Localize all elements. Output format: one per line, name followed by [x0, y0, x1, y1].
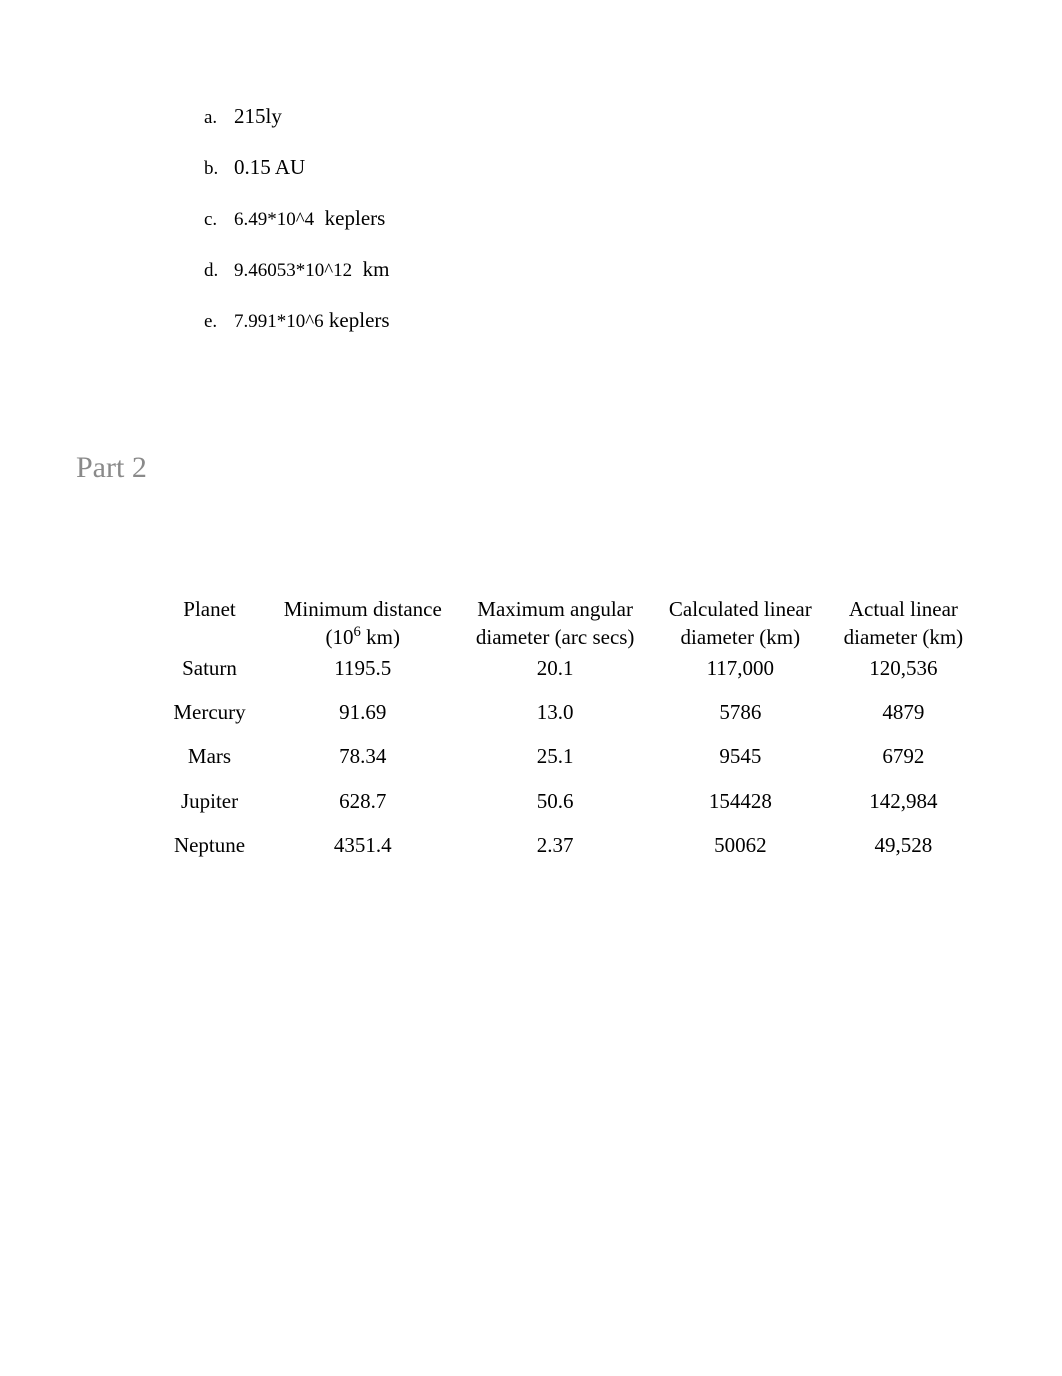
col-header-planet-l1: Planet — [183, 597, 236, 621]
table-row: Mercury91.6913.057864879 — [150, 690, 980, 734]
cell-planet: Neptune — [150, 823, 269, 867]
col-header-actual-diam: Actual linear diameter (km) — [827, 595, 980, 654]
cell-calc-diameter: 9545 — [654, 734, 827, 778]
col-header-calc-diam: Calculated linear diameter (km) — [654, 595, 827, 654]
col-header-calc-diam-l2: diameter (km) — [681, 625, 801, 649]
answer-value: 6.49*10^4 keplers — [234, 206, 385, 231]
answer-list: a.215ly b.0.15 AU c.6.49*10^4 keplers d.9.4… — [204, 104, 1062, 333]
cell-calc-diameter: 154428 — [654, 779, 827, 823]
document-page: a.215ly b.0.15 AU c.6.49*10^4 keplers d.9.4… — [0, 0, 1062, 1376]
table-row: Saturn1195.520.1117,000120,536 — [150, 654, 980, 690]
col-header-min-distance-l2: (106 km) — [326, 625, 400, 649]
answer-value: 7.991*10^6 keplers — [234, 308, 390, 333]
col-header-min-distance: Minimum distance (106 km) — [269, 595, 456, 654]
cell-actual-diameter: 142,984 — [827, 779, 980, 823]
cell-calc-diameter: 117,000 — [654, 654, 827, 690]
planet-table-body: Saturn1195.520.1117,000120,536Mercury91.… — [150, 654, 980, 868]
answer-value: 215ly — [234, 104, 282, 129]
table-row: Jupiter628.750.6154428142,984 — [150, 779, 980, 823]
cell-max-angular: 2.37 — [457, 823, 654, 867]
answer-letter: d. — [204, 260, 234, 282]
answer-value: 9.46053*10^12 km — [234, 257, 390, 282]
table-row: Mars78.3425.195456792 — [150, 734, 980, 778]
cell-max-angular: 25.1 — [457, 734, 654, 778]
planet-table-head: Planet Minimum distance (106 km) Maximum… — [150, 595, 980, 654]
section-heading-part-2: Part 2 — [76, 451, 1062, 485]
col-header-actual-diam-l2: diameter (km) — [844, 625, 964, 649]
cell-calc-diameter: 5786 — [654, 690, 827, 734]
answer-item: a.215ly — [204, 104, 1062, 129]
planet-table-container: Planet Minimum distance (106 km) Maximum… — [150, 595, 980, 867]
cell-planet: Jupiter — [150, 779, 269, 823]
cell-min-distance: 78.34 — [269, 734, 456, 778]
answer-letter: c. — [204, 209, 234, 231]
answer-letter: e. — [204, 311, 234, 333]
cell-min-distance: 91.69 — [269, 690, 456, 734]
cell-min-distance: 628.7 — [269, 779, 456, 823]
cell-actual-diameter: 4879 — [827, 690, 980, 734]
planet-table: Planet Minimum distance (106 km) Maximum… — [150, 595, 980, 867]
cell-planet: Mars — [150, 734, 269, 778]
col-header-calc-diam-l1: Calculated linear — [669, 597, 812, 621]
cell-min-distance: 1195.5 — [269, 654, 456, 690]
answer-item: d.9.46053*10^12 km — [204, 257, 1062, 282]
table-row: Neptune4351.42.375006249,528 — [150, 823, 980, 867]
answer-item: b.0.15 AU — [204, 155, 1062, 180]
cell-max-angular: 13.0 — [457, 690, 654, 734]
col-header-planet: Planet — [150, 595, 269, 654]
answer-item: c.6.49*10^4 keplers — [204, 206, 1062, 231]
cell-planet: Mercury — [150, 690, 269, 734]
cell-max-angular: 50.6 — [457, 779, 654, 823]
col-header-max-angular: Maximum angular diameter (arc secs) — [457, 595, 654, 654]
col-header-min-distance-l1: Minimum distance — [284, 597, 442, 621]
cell-actual-diameter: 6792 — [827, 734, 980, 778]
cell-calc-diameter: 50062 — [654, 823, 827, 867]
answer-item: e.7.991*10^6 keplers — [204, 308, 1062, 333]
col-header-max-angular-l2: diameter (arc secs) — [476, 625, 635, 649]
col-header-max-angular-l1: Maximum angular — [477, 597, 633, 621]
answer-letter: b. — [204, 158, 234, 180]
answer-letter: a. — [204, 107, 234, 129]
cell-actual-diameter: 49,528 — [827, 823, 980, 867]
answer-value: 0.15 AU — [234, 155, 305, 180]
cell-max-angular: 20.1 — [457, 654, 654, 690]
cell-min-distance: 4351.4 — [269, 823, 456, 867]
cell-planet: Saturn — [150, 654, 269, 690]
cell-actual-diameter: 120,536 — [827, 654, 980, 690]
col-header-actual-diam-l1: Actual linear — [849, 597, 958, 621]
